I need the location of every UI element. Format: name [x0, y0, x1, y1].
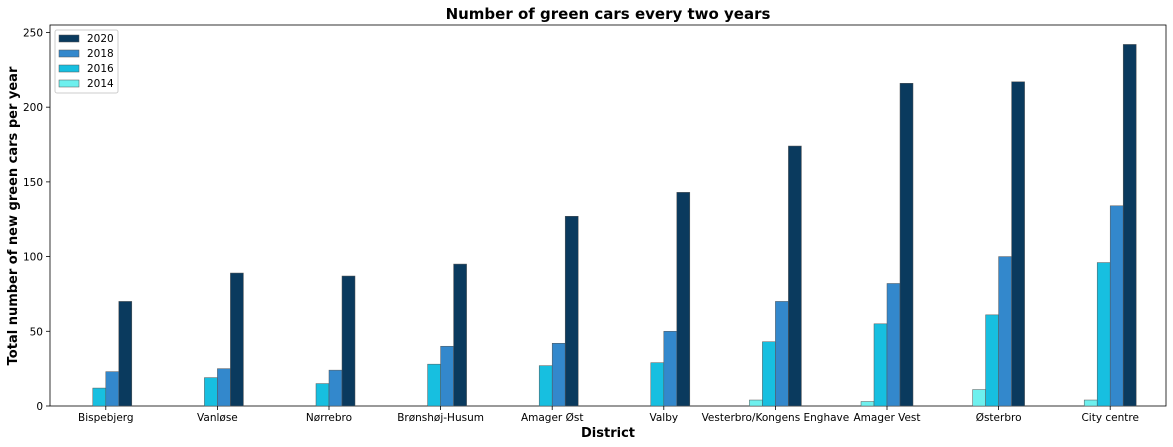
bar-2016-7: [873, 323, 888, 407]
bar-2020-0: [118, 301, 133, 407]
bar-2014-8: [972, 389, 986, 407]
x-tick-label-5: Valby: [649, 412, 678, 424]
y-tick-label-200: 200: [23, 102, 43, 114]
legend-label-2016: 2016: [87, 63, 114, 75]
bar-2014-6: [749, 399, 763, 407]
x-tick-label-3: Brønshøj-Husum: [397, 412, 484, 424]
bar-2018-0: [105, 371, 120, 407]
legend-swatch-2018: [58, 49, 80, 58]
bar-2014-7: [860, 401, 875, 407]
bar-2016-1: [204, 377, 218, 407]
bar-2016-9: [1096, 262, 1111, 407]
y-tick-label-50: 50: [30, 326, 43, 338]
bar-2020-9: [1122, 44, 1137, 407]
legend-swatch-2020: [58, 34, 80, 43]
y-tick-label-150: 150: [23, 177, 43, 189]
y-tick-label-100: 100: [23, 252, 43, 264]
legend-label-2020: 2020: [87, 33, 114, 45]
y-tick-label-0: 0: [36, 401, 43, 413]
bar-2020-7: [899, 83, 914, 407]
legend-box: [54, 29, 119, 94]
legend-label-2018: 2018: [87, 48, 114, 60]
bar-2018-7: [886, 283, 901, 407]
bar-2016-3: [427, 363, 441, 407]
x-tick-label-7: Amager Vest: [853, 412, 920, 424]
bar-2016-4: [538, 365, 553, 407]
bar-2018-4: [551, 342, 566, 407]
x-tick-label-6: Vesterbro/Kongens Enghave: [702, 412, 850, 424]
legend-swatch-2014: [58, 79, 80, 88]
x-tick-label-2: Nørrebro: [306, 412, 352, 424]
x-tick-label-0: Bispebjerg: [78, 412, 134, 424]
bar-2016-0: [92, 387, 107, 407]
bar-2018-6: [775, 301, 789, 407]
bar-2020-8: [1011, 81, 1025, 407]
y-axis-label: Total number of new green cars per year: [6, 66, 21, 365]
bar-2020-6: [788, 145, 802, 407]
x-tick-label-9: City centre: [1081, 412, 1138, 424]
bar-2018-5: [663, 331, 678, 407]
bar-2020-5: [676, 192, 691, 407]
bar-2018-2: [328, 369, 343, 407]
bar-2018-3: [440, 345, 454, 407]
bar-2016-2: [315, 383, 330, 407]
bar-2020-4: [564, 215, 579, 407]
bar-2018-1: [217, 368, 231, 407]
legend: 2020 2018 2016 2014: [54, 29, 119, 94]
plot-frame: [49, 24, 1167, 407]
bar-2016-8: [985, 314, 999, 407]
legend-swatch-2016: [58, 64, 80, 73]
bar-2018-8: [998, 256, 1012, 407]
x-tick-label-4: Amager Øst: [521, 412, 583, 424]
bar-2016-5: [650, 362, 665, 407]
x-tick-label-8: Østerbro: [976, 412, 1022, 424]
bar-2016-6: [762, 341, 776, 407]
legend-label-2014: 2014: [87, 78, 114, 90]
bar-2018-9: [1109, 205, 1124, 407]
bar-2020-2: [341, 275, 356, 407]
plot-area: 0 50 100 150 200 250 Bispebjerg Vanløse Nørrebro…: [23, 24, 1167, 424]
x-tick-label-1: Vanløse: [197, 412, 238, 424]
y-tick-label-250: 250: [23, 27, 43, 39]
bar-2020-1: [230, 272, 244, 407]
bar-2014-9: [1083, 399, 1098, 407]
chart-title: Number of green cars every two years: [446, 5, 771, 23]
x-axis-label: District: [581, 426, 635, 441]
bar-2020-3: [453, 263, 467, 407]
